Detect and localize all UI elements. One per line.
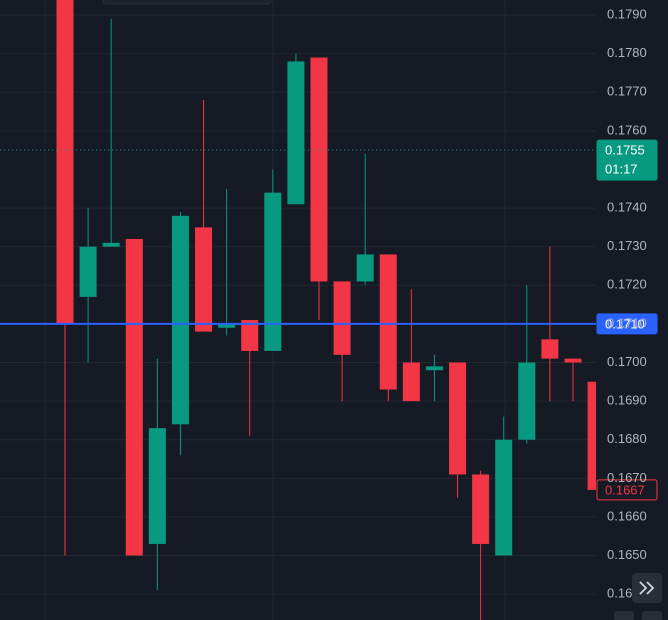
candle-body (171, 215, 189, 425)
candle-body (125, 238, 143, 556)
price-lines: 0.1755 01:17 0.1710 0.1667 (0, 139, 658, 501)
candles (56, 0, 596, 620)
legend-box (102, 0, 272, 5)
price-axis: 0.1790 0.1780 0.1770 0.1760 0.1740 0.1730 0.17… (607, 6, 647, 600)
candle-body (449, 362, 467, 475)
scroll-icon (639, 581, 655, 595)
candle-body (587, 381, 596, 490)
y-tick-label: 0.1720 (607, 277, 647, 292)
price-label: 0.1755 (605, 143, 645, 158)
candle-body (518, 362, 536, 440)
y-tick-label: 0.1690 (607, 393, 647, 408)
small-button[interactable] (614, 611, 634, 620)
y-tick-label: 0.1650 (607, 547, 647, 562)
y-tick-label: 0.1740 (607, 200, 647, 215)
candle-body (287, 61, 305, 205)
price-label-bg (596, 139, 658, 181)
candle-body (425, 366, 443, 371)
y-tick-label: 0.1770 (607, 84, 647, 99)
y-tick-label: 0.16 (607, 586, 632, 601)
candle-body (333, 281, 351, 355)
y-tick-label: 0.1760 (607, 122, 647, 137)
y-tick-label: 0.1710 (607, 315, 647, 330)
candle-body (102, 242, 120, 247)
candle-body (56, 0, 74, 324)
y-tick-label: 0.1660 (607, 508, 647, 523)
y-tick-label: 0.1670 (607, 470, 647, 485)
y-tick-label: 0.1680 (607, 431, 647, 446)
candle-body (356, 254, 374, 282)
y-tick-label: 0.1700 (607, 354, 647, 369)
y-tick-label: 0.1790 (607, 6, 647, 21)
price-label: 0.1667 (605, 482, 645, 497)
small-button[interactable] (642, 611, 662, 620)
candle-body (541, 339, 559, 359)
y-tick-label: 0.1780 (607, 45, 647, 60)
candle-body (564, 358, 582, 363)
candle-body (195, 227, 213, 332)
countdown: 01:17 (605, 162, 638, 177)
scroll-button[interactable] (632, 573, 662, 603)
candle-body (148, 428, 166, 544)
candle-body (241, 320, 259, 351)
candle-body (310, 57, 328, 282)
candle-body (379, 254, 397, 390)
candle-body (79, 246, 97, 297)
candle-body (495, 439, 513, 556)
candle-body (264, 192, 282, 351)
price-label: 0.1710 (605, 316, 645, 331)
candle-body (472, 474, 490, 544)
price-label-bg (596, 479, 658, 501)
y-tick-label: 0.1730 (607, 238, 647, 253)
price-label-bg (596, 313, 658, 335)
candle-body (402, 362, 420, 402)
candle-body (218, 323, 236, 328)
